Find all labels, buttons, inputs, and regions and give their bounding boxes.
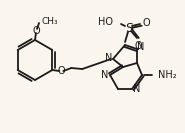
- Text: S: S: [125, 22, 133, 34]
- Text: N: N: [133, 84, 141, 94]
- Text: O: O: [142, 18, 150, 28]
- Text: N: N: [101, 70, 109, 80]
- Text: O: O: [58, 66, 65, 76]
- Text: O: O: [134, 41, 142, 51]
- Text: N: N: [137, 42, 145, 52]
- Text: N: N: [105, 53, 113, 63]
- Text: CH₃: CH₃: [41, 16, 58, 26]
- Text: NH₂: NH₂: [158, 70, 177, 80]
- Text: O: O: [32, 26, 40, 36]
- Text: HO: HO: [98, 17, 113, 27]
